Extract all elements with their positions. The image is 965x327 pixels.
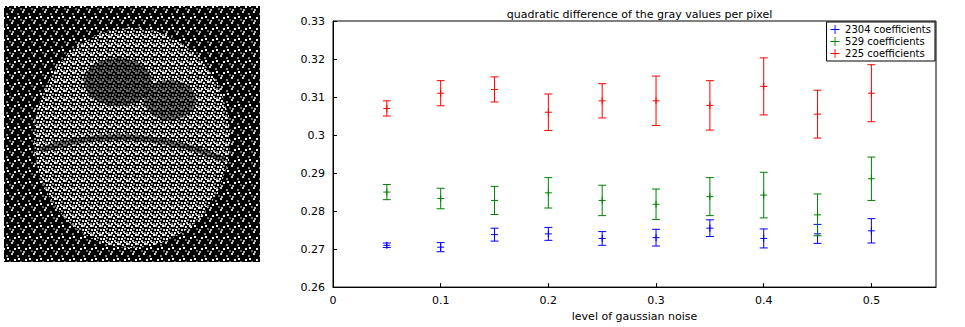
svg-text:0: 0 xyxy=(330,294,337,307)
svg-text:0.4: 0.4 xyxy=(755,294,773,307)
svg-text:0.26: 0.26 xyxy=(301,281,326,294)
svg-text:0.33: 0.33 xyxy=(301,15,326,28)
svg-text:0.3: 0.3 xyxy=(647,294,665,307)
svg-text:0.2: 0.2 xyxy=(540,294,558,307)
svg-text:0.1: 0.1 xyxy=(432,294,450,307)
svg-text:0.27: 0.27 xyxy=(301,243,326,256)
svg-text:0.31: 0.31 xyxy=(301,91,326,104)
svg-text:2304 coefficients: 2304 coefficients xyxy=(845,24,931,35)
svg-text:0.5: 0.5 xyxy=(863,294,881,307)
svg-text:quadratic difference of the gr: quadratic difference of the gray values … xyxy=(507,8,773,21)
svg-text:0.28: 0.28 xyxy=(301,205,326,218)
svg-text:0.29: 0.29 xyxy=(301,167,326,180)
svg-text:level of gaussian noise: level of gaussian noise xyxy=(572,310,698,323)
svg-text:0.32: 0.32 xyxy=(301,53,326,66)
svg-text:225 coefficients: 225 coefficients xyxy=(845,48,925,59)
svg-text:0.3: 0.3 xyxy=(308,129,326,142)
svg-text:529 coefficients: 529 coefficients xyxy=(845,36,925,47)
